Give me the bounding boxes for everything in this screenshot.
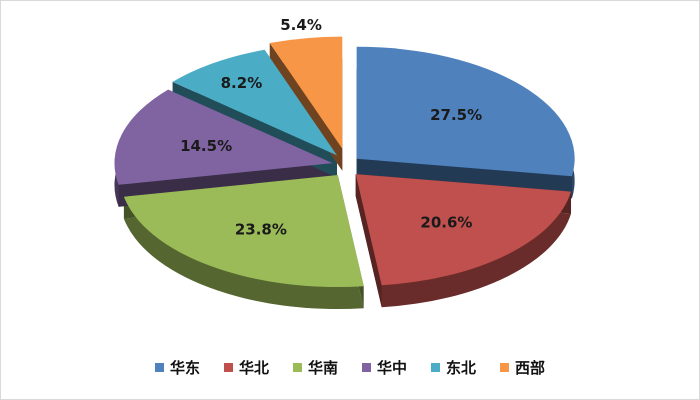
slice-西部[interactable]	[269, 36, 343, 149]
slice-东北[interactable]	[172, 49, 338, 156]
legend-label: 华中	[377, 359, 408, 377]
legend-swatch	[500, 363, 510, 372]
legend-item: 华东	[154, 357, 200, 378]
slice-华中[interactable]	[114, 89, 333, 185]
legend-swatch	[154, 363, 164, 372]
legend-item: 华中	[362, 357, 407, 378]
legend-label: 华南	[307, 359, 338, 377]
data-label: 27.5%	[430, 106, 482, 124]
legend-item: 西部	[500, 357, 545, 378]
data-label: 5.4%	[280, 16, 322, 34]
legend-swatch	[292, 363, 302, 372]
slice-华南[interactable]	[123, 175, 364, 288]
slice-华东[interactable]	[356, 46, 575, 177]
data-label: 14.5%	[180, 137, 232, 155]
legend-swatch	[223, 363, 233, 372]
legend-swatch	[362, 363, 371, 372]
data-label: 20.6%	[420, 213, 472, 231]
slice-wall	[355, 174, 382, 308]
legend-label: 华北	[238, 359, 269, 377]
data-label: 23.8%	[235, 220, 287, 238]
legend-item: 华南	[292, 357, 338, 378]
data-label: 8.2%	[221, 74, 263, 92]
legend-item: 华北	[223, 357, 269, 378]
legend-item: 东北	[431, 357, 476, 378]
legend-label: 华东	[169, 359, 200, 377]
slice-华北[interactable]	[355, 174, 572, 286]
legend-label: 西部	[515, 359, 546, 377]
legend-label: 东北	[446, 359, 477, 377]
legend: 华东 华北 华南 华中 东北 西部	[1, 357, 699, 378]
legend-swatch	[431, 363, 441, 372]
